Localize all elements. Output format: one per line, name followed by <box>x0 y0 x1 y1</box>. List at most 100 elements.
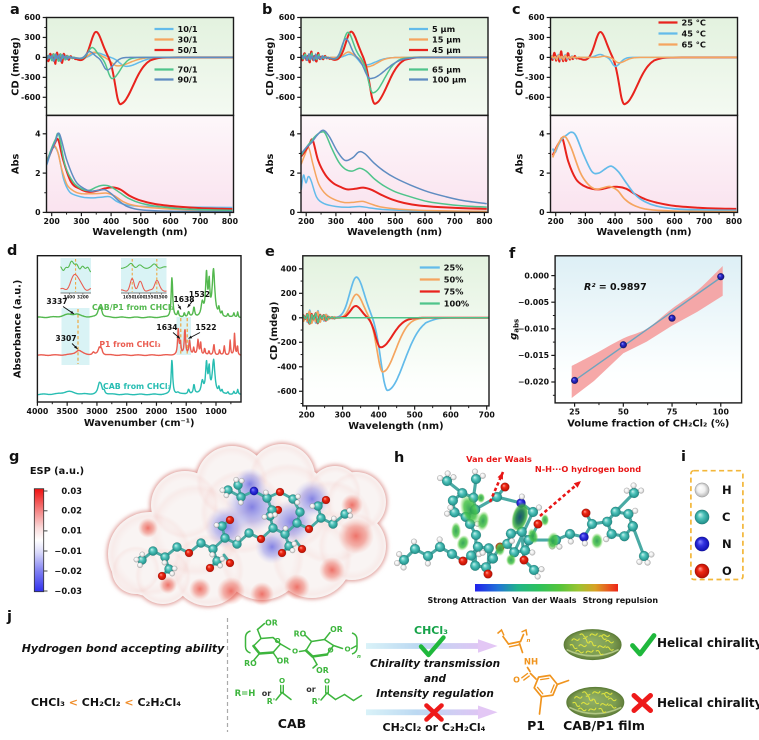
atom-C <box>586 518 598 530</box>
esp-positive-patch <box>189 578 211 600</box>
cab-r-definition: R=H <box>235 689 256 699</box>
panel-h-label: h <box>394 450 405 466</box>
peak-annotation: 3307 <box>55 334 76 343</box>
film-texture-squiggle <box>577 707 587 712</box>
atom-H <box>295 493 301 500</box>
arrow-top-solvent-label: CHCl₃ <box>414 624 448 637</box>
atom-C <box>434 541 446 553</box>
nci-blob <box>506 554 516 566</box>
panel-b-chart: 600 300 0 -300 -600 0 2 4 200 300 400 500 600 700 800 W… <box>265 13 493 238</box>
atom-O <box>483 569 493 579</box>
esp-positive-patch <box>250 582 274 606</box>
inset-background <box>121 258 167 293</box>
scheme-arrowhead <box>478 705 498 720</box>
cab-glyco-oxygen: O <box>292 647 298 656</box>
atom-O <box>519 555 529 565</box>
x-tick-label: 2500 <box>116 407 138 416</box>
x-tick-label: 700 <box>479 410 496 419</box>
y-tick-label: 400 <box>281 265 298 274</box>
p1-structure-line <box>539 677 550 681</box>
cab-ring-oxygen: O <box>327 646 333 655</box>
y-tick-label: -600 <box>277 387 297 396</box>
p1-structure-line <box>538 695 543 715</box>
panel-j-label: j <box>7 609 12 625</box>
peak-annotation: 1634 <box>156 323 177 332</box>
film-texture-squiggle <box>599 703 609 706</box>
abs-ytick-label: 4 <box>290 130 296 139</box>
confidence-band <box>571 266 723 398</box>
x-tick-label: 500 <box>637 217 654 226</box>
film-texture-squiggle <box>585 695 593 702</box>
atom-C <box>148 546 158 556</box>
cd-ytick-label: 600 <box>279 13 296 22</box>
scheme-mid-line3: Intensity regulation <box>376 688 494 700</box>
cab-or-word: or <box>306 685 315 694</box>
colorbar-tick-label: 0.03 <box>61 486 82 496</box>
arrow-bottom-solvent-label: CH₂Cl₂ or C₂H₂Cl₄ <box>382 721 486 734</box>
y-tick-label: 200 <box>281 289 298 298</box>
molecule-atoms <box>133 476 354 581</box>
ftir-trace-label: P1 from CHCl₃ <box>99 340 160 349</box>
atom-H <box>648 551 655 558</box>
atom-H <box>471 468 479 475</box>
check-mark-helical <box>630 633 657 657</box>
atom-N <box>579 532 589 542</box>
x-axis-title: Wavelength (nm) <box>348 421 443 432</box>
atom-legend-box <box>690 469 744 581</box>
atom-H <box>169 570 176 577</box>
film-texture-squiggle <box>588 707 597 712</box>
esp-positive-patch <box>284 574 310 600</box>
abs-ytick-label: 0 <box>35 208 41 217</box>
atom-C <box>564 528 576 540</box>
film-texture-squiggle <box>579 633 588 638</box>
atom-H <box>394 560 401 567</box>
film-texture-squiggle <box>607 704 617 709</box>
abs-ytick-label: 2 <box>290 169 295 178</box>
x-tick-label: 200 <box>298 217 315 226</box>
nci-blob <box>476 511 490 531</box>
atom-O <box>225 515 235 525</box>
atom-H <box>346 507 353 514</box>
film-texture-squiggle <box>597 645 606 648</box>
cab-structure-line <box>279 643 291 651</box>
atom-H <box>529 549 536 556</box>
film-texture-squiggle <box>607 697 617 702</box>
x-axis-title: Wavelength (nm) <box>596 227 691 238</box>
hbond-annotation: N-H···O hydrogen bond <box>535 464 641 474</box>
atom-H <box>282 525 289 532</box>
inset-curve <box>60 260 92 273</box>
axes-frame <box>302 255 490 407</box>
y-tick-label: −0.015 <box>518 351 549 360</box>
abs-ytick-label: 0 <box>539 208 545 217</box>
atom-C <box>487 553 499 564</box>
p1-structure-line <box>526 666 531 673</box>
inset-tick-label: 1500 <box>156 294 168 299</box>
x-tick-label: 500 <box>133 217 150 226</box>
cd-y-axis-title: CD (mdeg) <box>515 37 526 96</box>
atom-H <box>309 503 316 509</box>
cd-curve-100 µm <box>301 38 488 80</box>
legend-atom-H <box>694 482 710 498</box>
cab-structure-path <box>304 649 329 658</box>
y-tick-label: 0 <box>291 314 297 323</box>
film-label: CAB/P1 film <box>563 718 645 733</box>
legend-atom-label: H <box>722 483 732 497</box>
atom-H <box>347 512 354 519</box>
x-axis-title: Wavenumber (cm⁻¹) <box>84 418 195 429</box>
legend-label: 100% <box>444 298 469 308</box>
cab-structure-line <box>323 631 331 641</box>
abs-ytick-label: 2 <box>539 169 544 178</box>
p1-structure-line <box>518 642 524 654</box>
x-tick-label: 800 <box>222 217 239 226</box>
inset-curve <box>60 273 92 291</box>
nci-blob <box>541 514 549 526</box>
cab-bracket-left <box>244 630 251 654</box>
p1-backbone-tilde <box>497 628 505 636</box>
x-mark-arrow <box>424 703 444 722</box>
atom-C <box>606 528 617 540</box>
x-tick-label: 400 <box>607 217 624 226</box>
atom-O <box>321 495 331 505</box>
x-tick-label: 300 <box>73 217 90 226</box>
solvent-name: CH₂Cl₂ <box>81 696 121 709</box>
